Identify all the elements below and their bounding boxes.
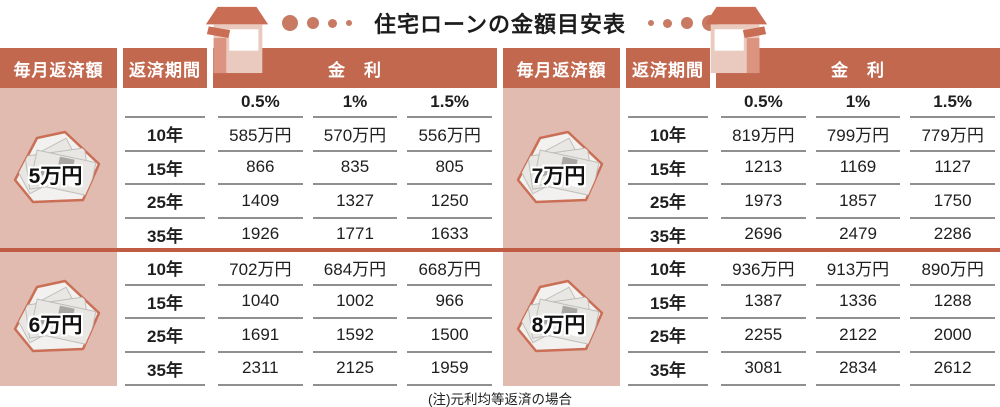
loan-amount-cell: 779万円 <box>910 118 995 152</box>
loan-amount-cell: 1387 <box>721 286 806 319</box>
footnote: (注)元利均等返済の場合 <box>428 392 572 407</box>
loan-amount-cell: 1250 <box>407 185 492 219</box>
loan-amount-cell: 2286 <box>910 219 995 252</box>
header-repayment-period: 返済期間 <box>626 48 710 88</box>
monthly-amount-column: 7万円 8万円 <box>503 88 620 386</box>
monthly-amount-label: 6万円 <box>28 314 83 337</box>
loan-amount-cell: 819万円 <box>721 118 806 152</box>
period-cell: 35年 <box>628 219 708 252</box>
tables-container: 毎月返済額 返済期間 金 利 <box>0 48 1000 386</box>
house-icon <box>704 6 768 74</box>
rate-header: 1% <box>312 88 398 118</box>
period-cell: 25年 <box>628 185 708 219</box>
loan-amount-cell: 684万円 <box>312 252 398 286</box>
loan-amount-cell: 668万円 <box>407 252 492 286</box>
loan-amount-cell: 1633 <box>407 219 492 252</box>
loan-amount-cell: 2479 <box>815 219 901 252</box>
period-cell: 15年 <box>628 286 708 319</box>
loan-amount-cell: 799万円 <box>815 118 901 152</box>
rate-header: 1.5% <box>407 88 492 118</box>
loan-amount-cell: 1592 <box>312 319 398 353</box>
loan-amount-cell: 3081 <box>721 353 806 386</box>
loan-amount-cell: 2834 <box>815 353 901 386</box>
loan-amount-cell: 1409 <box>218 185 303 219</box>
period-cell: 15年 <box>125 286 205 319</box>
monthly-amount-label: 7万円 <box>531 165 586 188</box>
loan-amount-cell: 936万円 <box>721 252 806 286</box>
title-bar: 住宅ローンの金額目安表 <box>0 0 1000 46</box>
rate-header-spacer <box>125 88 205 118</box>
rate-header: 1% <box>815 88 901 118</box>
loan-amount-cell: 570万円 <box>312 118 398 152</box>
loan-amount-cell: 1002 <box>312 286 398 319</box>
period-cell: 10年 <box>125 118 205 152</box>
period-cell: 10年 <box>628 118 708 152</box>
loan-amount-cell: 1500 <box>407 319 492 353</box>
header-interest-rate: 金 利 <box>716 48 1000 88</box>
period-cell: 35年 <box>125 353 205 386</box>
decorative-dots-left-icon <box>282 15 353 31</box>
page-title: 住宅ローンの金額目安表 <box>374 12 626 37</box>
loan-amount-cell: 1771 <box>312 219 398 252</box>
loan-amount-cell: 702万円 <box>218 252 303 286</box>
rate-header: 1.5% <box>910 88 995 118</box>
block-divider <box>0 248 1000 252</box>
loan-amount-cell: 913万円 <box>815 252 901 286</box>
loan-amount-cell: 1127 <box>910 152 995 185</box>
loan-amount-cell: 2311 <box>218 353 303 386</box>
period-cell: 10年 <box>125 252 205 286</box>
rate-header: 0.5% <box>721 88 806 118</box>
loan-amount-cell: 805 <box>407 152 492 185</box>
rate-header: 0.5% <box>218 88 303 118</box>
loan-table-left: 毎月返済額 返済期間 金 利 <box>0 48 497 386</box>
loan-amount-cell: 1959 <box>407 353 492 386</box>
loan-table-right: 毎月返済額 返済期間 金 利 <box>503 48 1000 386</box>
loan-amount-cell: 1040 <box>218 286 303 319</box>
loan-amount-cell: 835 <box>312 152 398 185</box>
loan-amount-cell: 1750 <box>910 185 995 219</box>
loan-amount-cell: 1926 <box>218 219 303 252</box>
rate-header-spacer <box>628 88 708 118</box>
loan-amount-cell: 1288 <box>910 286 995 319</box>
loan-amount-cell: 1857 <box>815 185 901 219</box>
monthly-amount-column: 5万円 6万円 <box>0 88 117 386</box>
loan-amount-cell: 890万円 <box>910 252 995 286</box>
header-repayment-period: 返済期間 <box>123 48 207 88</box>
banknote-fan-icon: 6万円 <box>7 273 111 365</box>
loan-amount-cell: 2612 <box>910 353 995 386</box>
period-cell: 35年 <box>628 353 708 386</box>
loan-amount-cell: 1691 <box>218 319 303 353</box>
period-cell: 15年 <box>628 152 708 185</box>
period-cell: 25年 <box>125 185 205 219</box>
loan-amount-cell: 1169 <box>815 152 901 185</box>
loan-amount-cell: 2122 <box>815 319 901 353</box>
loan-amount-cell: 2255 <box>721 319 806 353</box>
period-cell: 15年 <box>125 152 205 185</box>
banknote-fan-icon: 7万円 <box>510 124 614 216</box>
period-cell: 35年 <box>125 219 205 252</box>
period-cell: 25年 <box>628 319 708 353</box>
loan-amount-cell: 1213 <box>721 152 806 185</box>
house-icon <box>205 6 269 74</box>
loan-amount-cell: 585万円 <box>218 118 303 152</box>
loan-amount-cell: 866 <box>218 152 303 185</box>
banknote-fan-icon: 8万円 <box>510 273 614 365</box>
loan-amount-cell: 1973 <box>721 185 806 219</box>
loan-amount-cell: 2000 <box>910 319 995 353</box>
header-monthly-payment: 毎月返済額 <box>0 48 117 88</box>
loan-amount-cell: 1327 <box>312 185 398 219</box>
header-monthly-payment: 毎月返済額 <box>503 48 620 88</box>
loan-amount-cell: 556万円 <box>407 118 492 152</box>
loan-amount-cell: 2696 <box>721 219 806 252</box>
loan-amount-cell: 1336 <box>815 286 901 319</box>
loan-amount-cell: 2125 <box>312 353 398 386</box>
period-cell: 10年 <box>628 252 708 286</box>
loan-amount-cell: 966 <box>407 286 492 319</box>
monthly-amount-label: 5万円 <box>28 165 83 188</box>
banknote-fan-icon: 5万円 <box>7 124 111 216</box>
monthly-amount-label: 8万円 <box>531 314 586 337</box>
period-cell: 25年 <box>125 319 205 353</box>
